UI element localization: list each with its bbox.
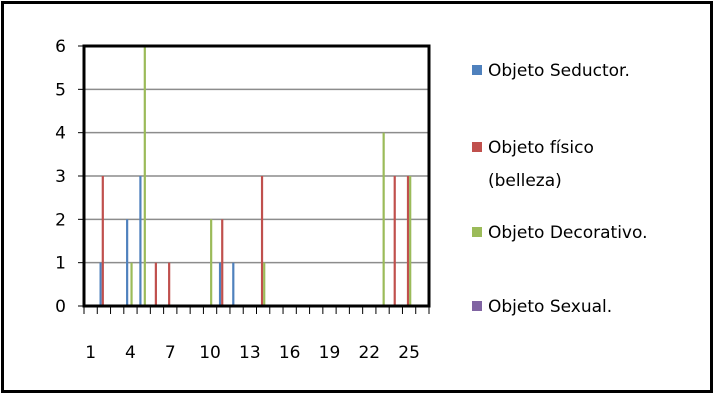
- legend-swatch: [472, 301, 482, 311]
- bar-decorativo-x5: [143, 46, 146, 306]
- legend-label: Objeto Sexual.: [488, 297, 612, 317]
- legend-swatch: [472, 142, 482, 152]
- bar-decorativo-x14: [263, 262, 266, 306]
- bar-decorativo-x10: [210, 219, 213, 306]
- x-tick-label: 4: [125, 343, 136, 363]
- legend-label: Objeto físico: [488, 138, 594, 158]
- bar-fsico-x7: [168, 262, 171, 306]
- y-tick-label: 2: [55, 210, 66, 230]
- bar-seductor-x12: [232, 262, 235, 306]
- bar-fsico-x24: [393, 176, 396, 306]
- y-tick-label: 6: [55, 37, 66, 57]
- y-tick-label: 0: [55, 297, 66, 317]
- y-tick-label: 5: [55, 80, 66, 100]
- x-tick-label: 22: [358, 343, 380, 363]
- legend-label: Objeto Seductor.: [488, 61, 630, 81]
- bar-decorativo-x23: [382, 132, 385, 306]
- y-tick-label: 1: [55, 254, 66, 274]
- y-tick-label: 3: [55, 167, 66, 187]
- legend-label: (belleza): [488, 171, 562, 191]
- x-tick-label: 7: [165, 343, 176, 363]
- bar-fsico-x25: [406, 176, 410, 306]
- bar-seductor-x2: [99, 262, 102, 306]
- bar-seductor-x5: [139, 176, 142, 306]
- x-tick-label: 19: [319, 343, 341, 363]
- bar-fsico-x6: [154, 262, 157, 306]
- bar-decorativo-x25: [409, 176, 412, 306]
- y-tick-label: 4: [55, 124, 66, 144]
- bar-fsico-x11: [221, 219, 224, 306]
- chart-frame: [1, 1, 713, 393]
- x-tick-label: 1: [85, 343, 96, 363]
- bar-seductor-x11: [218, 262, 222, 306]
- bar-fsico-x14: [260, 176, 264, 306]
- legend-label: Objeto Decorativo.: [488, 223, 647, 243]
- legend-swatch: [472, 227, 482, 237]
- bar-seductor-x4: [126, 219, 129, 306]
- x-tick-label: 16: [279, 343, 301, 363]
- x-tick-label: 25: [398, 343, 420, 363]
- x-tick-label: 10: [199, 343, 221, 363]
- x-tick-label: 13: [239, 343, 261, 363]
- legend-swatch: [472, 65, 482, 75]
- bar-decorativo-x4: [130, 262, 133, 306]
- bar-fsico-x2: [101, 176, 104, 306]
